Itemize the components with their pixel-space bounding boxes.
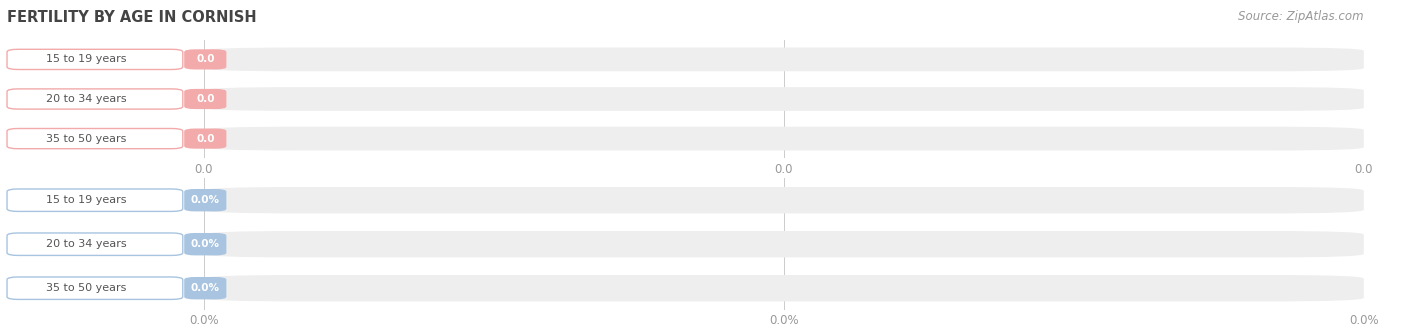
Text: 35 to 50 years: 35 to 50 years xyxy=(46,283,127,293)
Text: 15 to 19 years: 15 to 19 years xyxy=(46,54,127,64)
FancyBboxPatch shape xyxy=(204,275,1364,301)
FancyBboxPatch shape xyxy=(204,48,1364,71)
Text: 15 to 19 years: 15 to 19 years xyxy=(46,195,127,205)
FancyBboxPatch shape xyxy=(204,87,1364,111)
FancyBboxPatch shape xyxy=(204,127,1364,150)
Text: 0.0%: 0.0% xyxy=(191,239,219,249)
Text: 35 to 50 years: 35 to 50 years xyxy=(46,134,127,144)
Text: Source: ZipAtlas.com: Source: ZipAtlas.com xyxy=(1239,10,1364,23)
Text: 0.0: 0.0 xyxy=(195,54,215,64)
Text: 0.0%: 0.0% xyxy=(191,283,219,293)
Text: 20 to 34 years: 20 to 34 years xyxy=(46,94,127,104)
FancyBboxPatch shape xyxy=(204,187,1364,214)
Text: 20 to 34 years: 20 to 34 years xyxy=(46,239,127,249)
FancyBboxPatch shape xyxy=(204,231,1364,257)
Text: 0.0: 0.0 xyxy=(195,134,215,144)
Text: 0.0%: 0.0% xyxy=(191,195,219,205)
Text: FERTILITY BY AGE IN CORNISH: FERTILITY BY AGE IN CORNISH xyxy=(7,10,257,25)
Text: 0.0: 0.0 xyxy=(195,94,215,104)
